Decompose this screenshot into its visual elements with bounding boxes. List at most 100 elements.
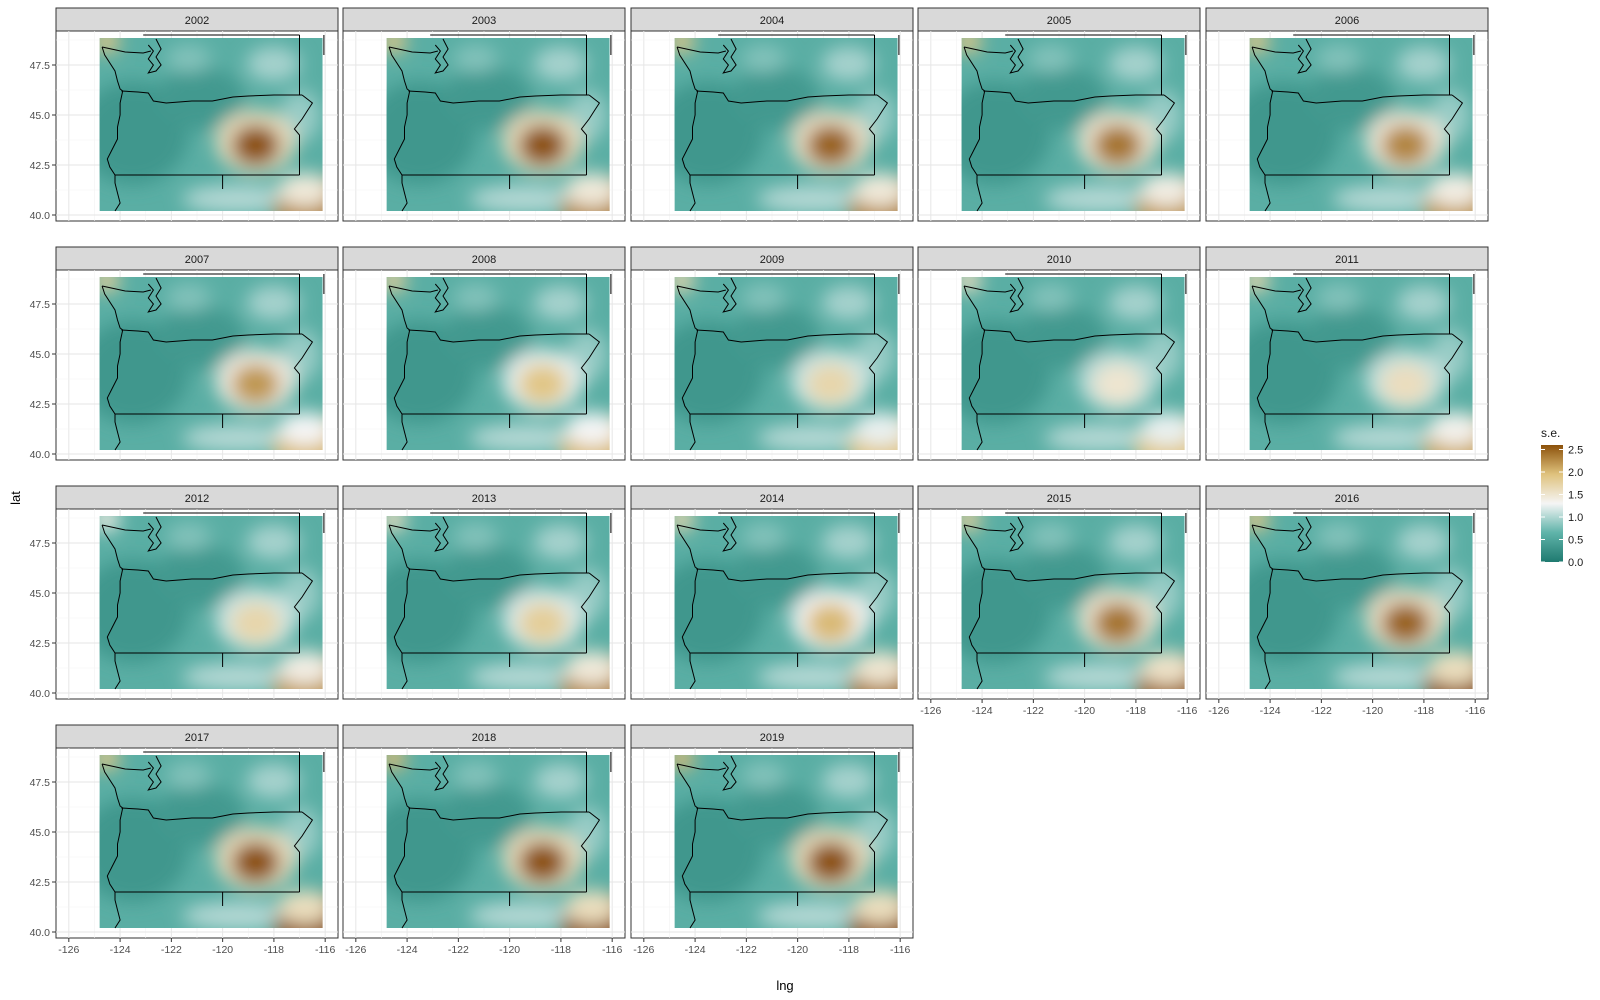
heatmap-field — [1249, 516, 1473, 689]
x-tick-label: -126 — [58, 944, 79, 956]
y-tick-label: 47.5 — [30, 60, 51, 72]
boundary-line — [1251, 46, 1302, 54]
heat-cell-low — [730, 306, 820, 369]
facet-panel-2015: 2015 — [917, 485, 1201, 700]
heatmap-blobs — [386, 516, 610, 689]
heat-cell-mid — [1316, 522, 1362, 551]
heat-cell-low — [442, 67, 532, 130]
boundary-line — [388, 524, 439, 532]
strip-label: 2008 — [472, 254, 496, 266]
heat-cell-mid — [246, 763, 301, 799]
heat-cell-mid — [182, 663, 294, 689]
boundary-line — [1297, 38, 1312, 74]
heat-cell-mid — [757, 902, 869, 928]
heat-cell-east-peak — [806, 363, 856, 406]
state-boundaries — [388, 34, 612, 212]
heat-cell-low — [155, 306, 245, 369]
boundary-line — [101, 46, 124, 212]
heat-cell-mid — [1028, 283, 1074, 312]
heat-cell-southeast-halo — [1428, 650, 1473, 686]
y-tick-label: 40.0 — [30, 210, 51, 222]
state-boundaries — [1251, 34, 1475, 212]
boundary-line — [868, 572, 889, 653]
x-tick-label: -116 — [315, 944, 335, 956]
x-tick-label: -118 — [551, 944, 571, 956]
heat-cell-mid — [533, 285, 588, 321]
heat-cell-southeast-halo — [565, 411, 610, 447]
boundary-line — [983, 568, 1165, 582]
heat-cell-southeast-halo — [1428, 172, 1473, 208]
facet-panel-2011: 2011 — [1205, 246, 1489, 461]
boundary-line — [580, 811, 601, 892]
heat-cell-mid — [1332, 663, 1444, 689]
heat-cell-east-peak — [806, 124, 856, 167]
heat-cell-mid — [469, 663, 581, 689]
strip-label: 2007 — [185, 254, 209, 266]
state-boundaries — [101, 273, 325, 451]
heatmap-blobs — [99, 38, 323, 211]
legend-tick-label: 2.0 — [1568, 467, 1583, 479]
heat-cell-mid — [1396, 524, 1451, 560]
x-tick-label: -124 — [685, 944, 706, 956]
boundary-line — [101, 524, 152, 532]
heat-cell-east-peak — [518, 124, 568, 167]
boundary-line — [963, 46, 986, 212]
strip-label: 2006 — [1335, 15, 1359, 27]
boundary-line — [963, 524, 1014, 532]
strip-label: 2013 — [472, 493, 496, 505]
strip-label: 2003 — [472, 15, 496, 27]
boundary-line — [722, 755, 737, 791]
x-tick-label: -124 — [110, 944, 131, 956]
heatmap-field — [386, 277, 610, 450]
boundary-line — [963, 524, 986, 690]
boundary-line — [1155, 94, 1176, 175]
boundary-line — [293, 333, 314, 414]
strip-label: 2010 — [1047, 254, 1071, 266]
heat-cell-mid — [1332, 185, 1444, 211]
heat-cell-mid — [533, 524, 588, 560]
y-tick-label: 47.5 — [30, 538, 51, 550]
heat-cell-mid — [821, 46, 876, 82]
boundary-line — [1251, 524, 1302, 532]
x-tick-label: -120 — [1362, 705, 1383, 717]
state-boundaries — [1251, 512, 1475, 690]
legend-tick-label: 1.0 — [1568, 512, 1583, 524]
heatmap-blobs — [674, 277, 898, 450]
state-boundaries — [963, 273, 1187, 451]
legend-tick-label: 0.0 — [1568, 557, 1583, 569]
heat-cell-mid — [821, 524, 876, 560]
boundary-line — [408, 329, 590, 343]
heat-cell-southeast-halo — [278, 172, 323, 208]
heat-cell-east-peak — [231, 841, 281, 884]
boundary-line — [676, 524, 699, 690]
facet-panel-2007: 2007 — [55, 246, 339, 461]
heat-cell-east-peak — [518, 841, 568, 884]
heat-cell-mid — [533, 763, 588, 799]
boundary-line — [1443, 333, 1464, 414]
heat-cell-east-peak — [231, 124, 281, 167]
state-boundaries — [963, 512, 1187, 690]
boundary-line — [293, 94, 314, 175]
heat-cell-low — [442, 784, 532, 847]
boundary-line — [388, 763, 411, 929]
boundary-line — [676, 46, 727, 54]
boundary-line — [1009, 38, 1024, 74]
heatmap-field — [961, 516, 1185, 689]
heatmap-field — [99, 38, 323, 211]
heat-cell-mid — [1028, 44, 1074, 73]
heatmap-blobs — [386, 38, 610, 211]
heat-cell-mid — [1396, 46, 1451, 82]
heat-cell-mid — [469, 424, 581, 450]
heatmap-blobs — [674, 516, 898, 689]
heat-cell-mid — [741, 761, 787, 790]
strip-label: 2012 — [185, 493, 209, 505]
boundary-line — [101, 285, 152, 293]
heat-cell-low — [155, 545, 245, 608]
state-boundaries — [676, 273, 900, 451]
y-tick-label: 40.0 — [30, 927, 51, 939]
y-axis-title: lat — [8, 491, 23, 505]
x-tick-label: -118 — [1414, 705, 1434, 717]
heat-cell-southeast-halo — [565, 650, 610, 686]
boundary-line — [963, 285, 1014, 293]
heatmap-blobs — [1249, 38, 1473, 211]
